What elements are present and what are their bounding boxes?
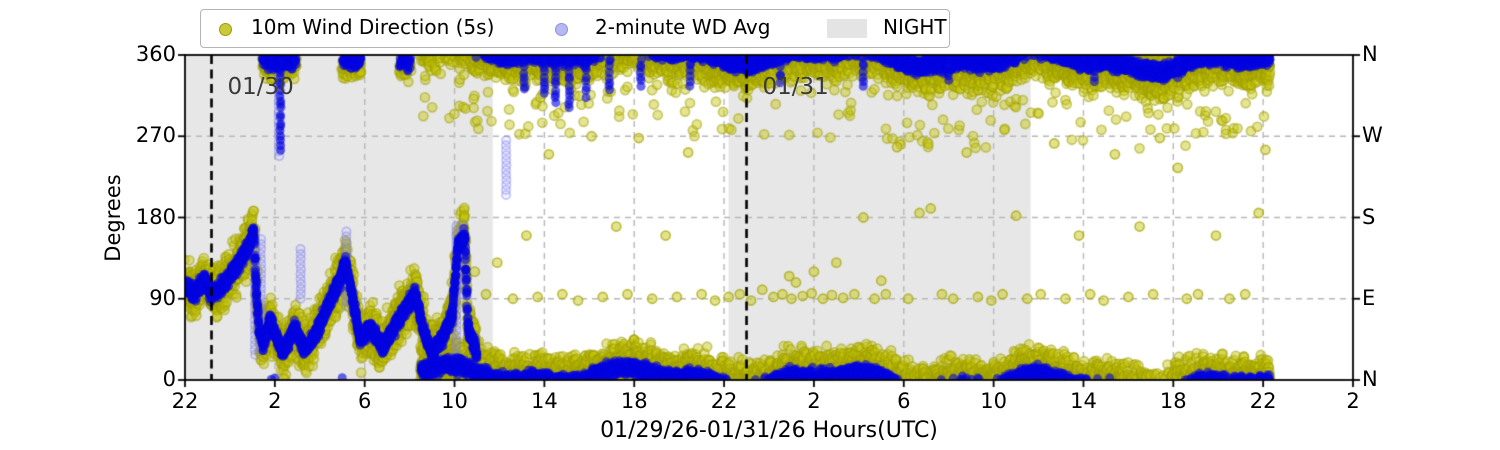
x-tick-label: 18 [1159, 389, 1187, 413]
y-tick-label: 0 [162, 367, 176, 391]
legend-label-wind-2min: 2-minute WD Avg [595, 15, 771, 39]
y-tick-label: 270 [135, 123, 176, 148]
date-label: 01/30 [227, 74, 294, 100]
x-tick-label: 6 [897, 389, 911, 413]
x-tick-label: 6 [358, 389, 372, 413]
compass-label: W [1362, 123, 1383, 148]
x-tick-label: 2 [1346, 389, 1360, 413]
legend: 10m Wind Direction (5s) 2-minute WD Avg … [200, 9, 950, 48]
x-tick-label: 10 [980, 389, 1007, 413]
x-axis-title: 01/29/26-01/31/26 Hours(UTC) [600, 418, 938, 443]
wind-2min-legend-marker-icon [555, 23, 568, 36]
wind-5s-legend-marker-icon [219, 23, 232, 36]
night-legend-swatch-icon [827, 19, 867, 38]
legend-label-night: NIGHT [883, 15, 947, 39]
compass-label: N [1362, 42, 1378, 66]
x-tick-label: 22 [171, 389, 199, 413]
x-tick-label: 14 [531, 389, 558, 413]
legend-label-wind-5s: 10m Wind Direction (5s) [251, 15, 495, 39]
x-tick-label: 22 [1249, 389, 1277, 413]
compass-label: E [1362, 285, 1376, 310]
date-label: 01/31 [762, 74, 829, 100]
compass-label: S [1362, 204, 1376, 229]
x-tick-label: 10 [441, 389, 468, 413]
x-tick-label: 14 [1070, 389, 1097, 413]
x-tick-label: 22 [710, 389, 738, 413]
y-tick-label: 360 [135, 42, 176, 66]
y-tick-label: 180 [135, 204, 176, 229]
x-tick-label: 2 [268, 389, 282, 413]
x-tick-label: 2 [807, 389, 821, 413]
x-tick-label: 18 [620, 389, 648, 413]
compass-label: N [1362, 367, 1378, 391]
y-tick-label: 90 [149, 285, 176, 310]
